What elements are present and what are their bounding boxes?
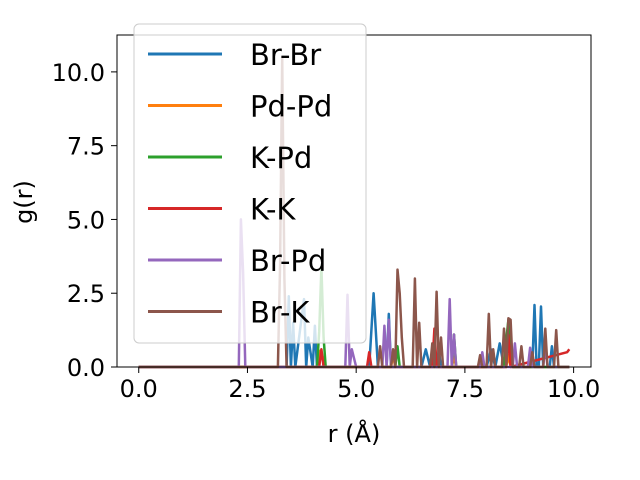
- y-tick-label: 7.5: [67, 133, 105, 161]
- y-tick-label: 10.0: [52, 59, 105, 87]
- legend-label-br-pd: Br-Pd: [250, 244, 326, 278]
- legend-label-k-k: K-K: [250, 193, 296, 227]
- y-tick-label: 5.0: [67, 206, 105, 234]
- y-axis-label: g(r): [10, 180, 38, 224]
- legend-label-br-br: Br-Br: [250, 38, 321, 72]
- legend-label-k-pd: K-Pd: [250, 141, 312, 175]
- legend-label-pd-pd: Pd-Pd: [250, 90, 332, 124]
- y-tick-label: 2.5: [67, 280, 105, 308]
- x-tick-label: 2.5: [228, 375, 266, 403]
- legend-box: [133, 23, 367, 344]
- legend: Br-Br Pd-Pd K-Pd K-K Br-Pd Br-K: [133, 23, 367, 344]
- y-tick-label: 0.0: [67, 354, 105, 382]
- x-tick-label: 7.5: [446, 375, 484, 403]
- x-tick-label: 10.0: [547, 375, 600, 403]
- legend-label-br-k: Br-K: [250, 296, 310, 330]
- x-tick-label: 0.0: [120, 375, 158, 403]
- axes-layer: 0.0 2.5 5.0 7.5 10.0 0.0 2.5 5.0 7.5 10.0: [52, 34, 600, 403]
- x-axis-label: r (Å): [328, 419, 381, 448]
- x-tick-label: 5.0: [337, 375, 375, 403]
